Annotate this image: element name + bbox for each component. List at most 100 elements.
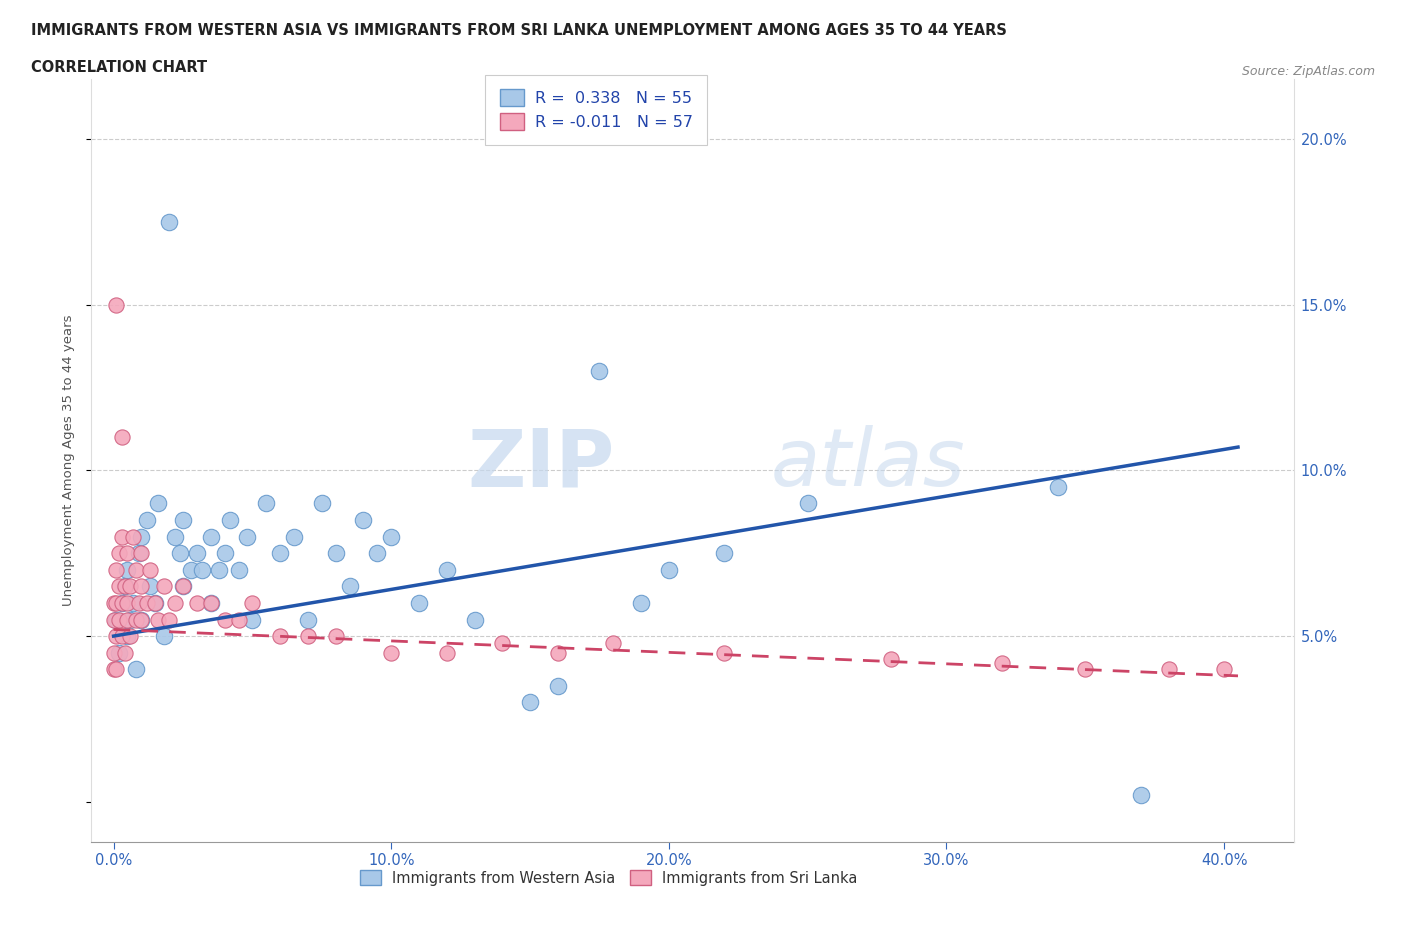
Point	[297, 629, 319, 644]
Point	[120, 629, 142, 644]
Point	[339, 578, 361, 593]
Point	[242, 595, 264, 610]
Point	[105, 662, 128, 677]
Point	[630, 595, 652, 610]
Point	[186, 595, 208, 610]
Point	[191, 563, 214, 578]
Point	[105, 612, 128, 627]
Point	[242, 612, 264, 627]
Point	[1157, 662, 1180, 677]
Point	[297, 612, 319, 627]
Point	[146, 612, 169, 627]
Point	[408, 595, 430, 610]
Text: IMMIGRANTS FROM WESTERN ASIA VS IMMIGRANTS FROM SRI LANKA UNEMPLOYMENT AMONG AGE: IMMIGRANTS FROM WESTERN ASIA VS IMMIGRAN…	[31, 23, 1007, 38]
Point	[519, 695, 541, 710]
Point	[491, 635, 513, 650]
Point	[325, 546, 347, 561]
Point	[117, 595, 139, 610]
Point	[105, 595, 128, 610]
Point	[214, 546, 236, 561]
Text: ZIP: ZIP	[467, 425, 614, 503]
Point	[796, 496, 818, 511]
Point	[269, 629, 291, 644]
Point	[1046, 480, 1069, 495]
Y-axis label: Unemployment Among Ages 35 to 44 years: Unemployment Among Ages 35 to 44 years	[62, 314, 76, 606]
Point	[111, 529, 134, 544]
Point	[172, 578, 194, 593]
Point	[135, 595, 157, 610]
Point	[138, 578, 160, 593]
Point	[380, 645, 402, 660]
Point	[463, 612, 485, 627]
Legend: Immigrants from Western Asia, Immigrants from Sri Lanka: Immigrants from Western Asia, Immigrants…	[354, 865, 863, 892]
Point	[111, 430, 134, 445]
Point	[353, 512, 375, 527]
Point	[131, 529, 153, 544]
Point	[547, 645, 569, 660]
Point	[120, 612, 142, 627]
Point	[105, 563, 128, 578]
Point	[228, 612, 250, 627]
Point	[157, 612, 180, 627]
Point	[111, 595, 134, 610]
Point	[114, 578, 136, 593]
Point	[1074, 662, 1097, 677]
Point	[122, 529, 145, 544]
Point	[380, 529, 402, 544]
Point	[105, 297, 128, 312]
Point	[122, 595, 145, 610]
Point	[120, 578, 142, 593]
Point	[128, 546, 150, 561]
Point	[713, 546, 735, 561]
Point	[436, 563, 458, 578]
Text: atlas: atlas	[770, 425, 966, 503]
Point	[152, 629, 174, 644]
Point	[713, 645, 735, 660]
Point	[169, 546, 191, 561]
Point	[125, 662, 148, 677]
Point	[658, 563, 681, 578]
Point	[254, 496, 277, 511]
Point	[103, 662, 125, 677]
Point	[125, 612, 148, 627]
Point	[325, 629, 347, 644]
Point	[125, 563, 148, 578]
Point	[157, 214, 180, 229]
Point	[163, 529, 186, 544]
Point	[163, 595, 186, 610]
Point	[200, 595, 222, 610]
Point	[108, 546, 131, 561]
Text: CORRELATION CHART: CORRELATION CHART	[31, 60, 207, 75]
Point	[117, 546, 139, 561]
Point	[547, 678, 569, 693]
Point	[111, 595, 134, 610]
Point	[200, 595, 222, 610]
Point	[131, 612, 153, 627]
Point	[138, 563, 160, 578]
Point	[228, 563, 250, 578]
Point	[602, 635, 624, 650]
Point	[1129, 788, 1152, 803]
Point	[186, 546, 208, 561]
Point	[111, 629, 134, 644]
Point	[214, 612, 236, 627]
Point	[103, 645, 125, 660]
Point	[219, 512, 242, 527]
Point	[114, 645, 136, 660]
Point	[269, 546, 291, 561]
Point	[128, 595, 150, 610]
Point	[108, 578, 131, 593]
Point	[208, 563, 231, 578]
Point	[436, 645, 458, 660]
Point	[105, 629, 128, 644]
Text: Source: ZipAtlas.com: Source: ZipAtlas.com	[1241, 65, 1375, 78]
Point	[180, 563, 202, 578]
Point	[366, 546, 388, 561]
Point	[117, 612, 139, 627]
Point	[146, 496, 169, 511]
Point	[200, 529, 222, 544]
Point	[588, 364, 610, 379]
Point	[143, 595, 166, 610]
Point	[143, 595, 166, 610]
Point	[135, 512, 157, 527]
